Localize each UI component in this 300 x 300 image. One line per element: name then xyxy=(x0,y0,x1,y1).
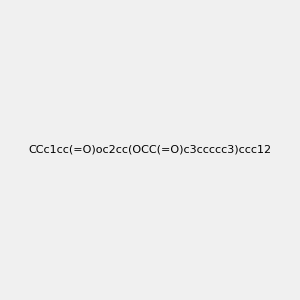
Text: CCc1cc(=O)oc2cc(OCC(=O)c3ccccc3)ccc12: CCc1cc(=O)oc2cc(OCC(=O)c3ccccc3)ccc12 xyxy=(28,145,272,155)
